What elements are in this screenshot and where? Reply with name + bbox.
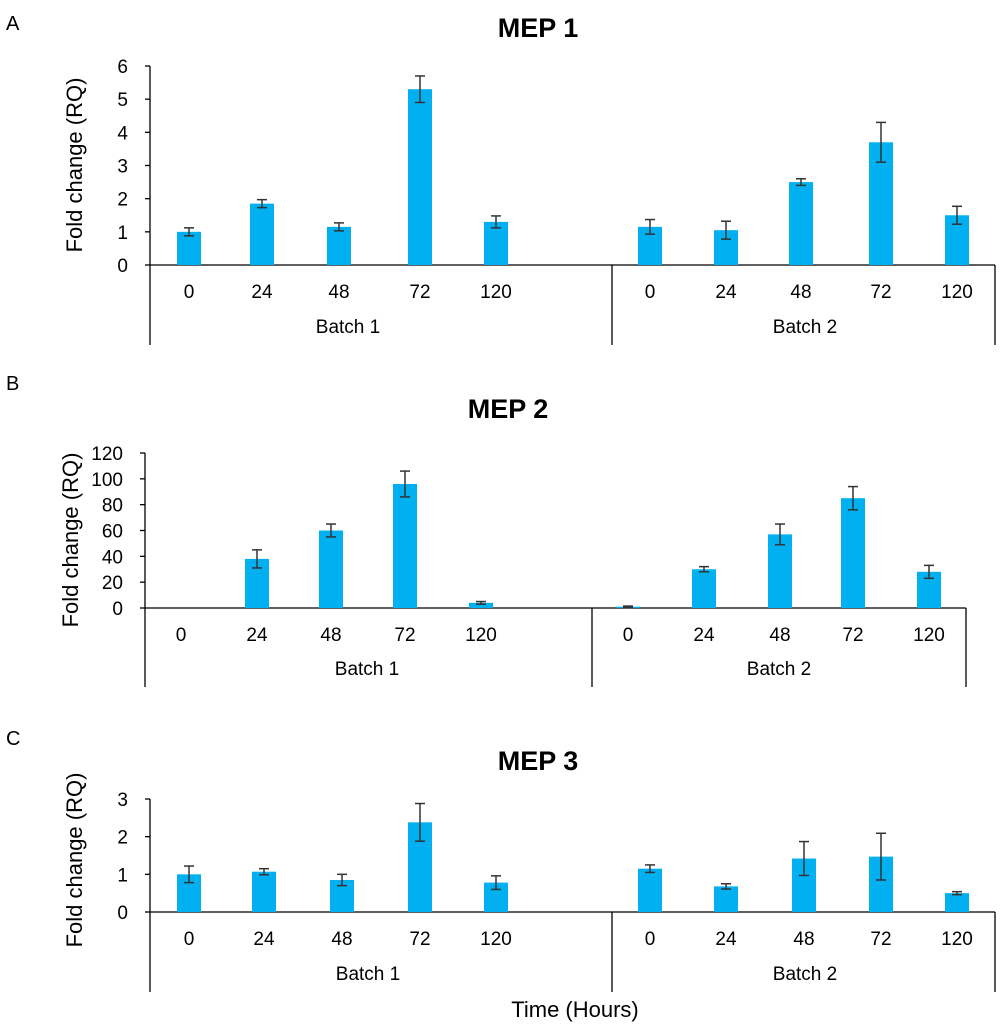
x-tick-label: 72 <box>870 282 891 303</box>
x-tick-label: 0 <box>184 929 195 950</box>
x-tick-label: 48 <box>790 282 811 303</box>
y-tick-label: 100 <box>91 470 123 491</box>
y-tick-label: 3 <box>117 157 128 178</box>
x-tick-label: 24 <box>251 282 273 303</box>
chart-title-mep2: MEP 2 <box>468 394 549 424</box>
bar <box>692 569 716 608</box>
y-tick-label: 1 <box>117 223 128 244</box>
y-tick-label: 0 <box>112 599 123 620</box>
y-tick-label: 2 <box>117 828 128 849</box>
bar <box>714 886 738 912</box>
group-label: Batch 2 <box>747 659 811 680</box>
x-tick-label: 0 <box>623 625 634 646</box>
x-tick-label: 48 <box>320 625 341 646</box>
x-tick-label: 24 <box>693 625 715 646</box>
y-tick-label: 0 <box>117 903 128 924</box>
y-tick-label: 1 <box>117 865 128 886</box>
bar <box>393 484 417 608</box>
x-tick-label: 48 <box>793 929 814 950</box>
panel-c-letter: C <box>6 728 20 750</box>
x-tick-label: 120 <box>480 282 512 303</box>
y-tick-label: 0 <box>117 256 128 277</box>
bar <box>841 498 865 608</box>
bar <box>638 868 662 912</box>
plot-mep2: 0 20 40 60 80 100 120 0 24 48 72 120 Batch 1 0 24 48 72 1… <box>91 444 967 687</box>
x-tick-label: 72 <box>394 625 415 646</box>
y-tick-label: 40 <box>102 547 123 568</box>
svg-text:B: B <box>6 373 19 395</box>
y-tick-label: 2 <box>117 190 128 211</box>
bar <box>789 182 813 265</box>
chart-title-mep3: MEP 3 <box>498 746 579 776</box>
y-tick-label: 3 <box>117 790 128 811</box>
svg-text:C: C <box>6 728 20 750</box>
x-tick-label: 24 <box>253 929 275 950</box>
x-tick-label: 120 <box>941 282 973 303</box>
plot-mep1: 0 1 2 3 4 5 6 0 24 48 72 120 Batch 1 0 24 48 72 120 Batch … <box>117 57 996 345</box>
x-tick-label: 120 <box>913 625 945 646</box>
y-axis-label-mep1: Fold change (RQ) <box>62 78 87 253</box>
x-tick-label: 0 <box>184 282 195 303</box>
bar <box>945 893 969 912</box>
bar <box>768 534 792 608</box>
x-tick-label: 24 <box>246 625 268 646</box>
y-tick-label: 4 <box>117 123 128 144</box>
bar <box>250 203 274 265</box>
bar <box>177 231 201 265</box>
bar <box>319 530 343 608</box>
bar <box>327 226 351 265</box>
bar <box>469 602 493 608</box>
x-tick-label: 72 <box>870 929 891 950</box>
x-tick-label: 24 <box>715 282 737 303</box>
x-tick-label: 48 <box>331 929 352 950</box>
plot-mep3: 0 1 2 3 0 24 48 72 120 Batch 1 0 24 48 72 120 Batch 2 <box>117 790 996 992</box>
panel-b-letter: B <box>6 373 19 395</box>
panel-a-letter: A <box>6 13 20 35</box>
group-label: Batch 1 <box>316 317 380 338</box>
group-label: Batch 2 <box>773 964 837 985</box>
x-tick-label: 0 <box>645 929 656 950</box>
bar <box>484 221 508 265</box>
y-axis-label-mep3: Fold change (RQ) <box>62 773 87 948</box>
group-label: Batch 1 <box>336 964 400 985</box>
group-label: Batch 2 <box>773 317 837 338</box>
y-tick-label: 5 <box>117 90 128 111</box>
x-tick-label: 72 <box>409 282 430 303</box>
bar <box>408 89 432 265</box>
y-tick-label: 80 <box>102 496 123 517</box>
y-tick-label: 6 <box>117 57 128 78</box>
x-tick-label: 72 <box>842 625 863 646</box>
y-tick-label: 20 <box>102 573 123 594</box>
x-tick-label: 0 <box>176 625 187 646</box>
x-tick-label: 0 <box>645 282 656 303</box>
y-tick-label: 60 <box>102 522 123 543</box>
chart-title-mep1: MEP 1 <box>498 13 579 43</box>
x-axis-label: Time (Hours) <box>511 997 639 1022</box>
y-tick-label: 120 <box>91 444 123 465</box>
x-tick-label: 72 <box>409 929 430 950</box>
x-tick-label: 24 <box>715 929 737 950</box>
x-tick-label: 120 <box>480 929 512 950</box>
x-tick-label: 120 <box>465 625 497 646</box>
y-axis-label-mep2: Fold change (RQ) <box>58 453 83 628</box>
x-tick-label: 48 <box>328 282 349 303</box>
x-tick-label: 48 <box>769 625 790 646</box>
x-tick-label: 120 <box>941 929 973 950</box>
svg-text:A: A <box>6 13 20 35</box>
bar <box>252 871 276 912</box>
group-label: Batch 1 <box>335 659 399 680</box>
